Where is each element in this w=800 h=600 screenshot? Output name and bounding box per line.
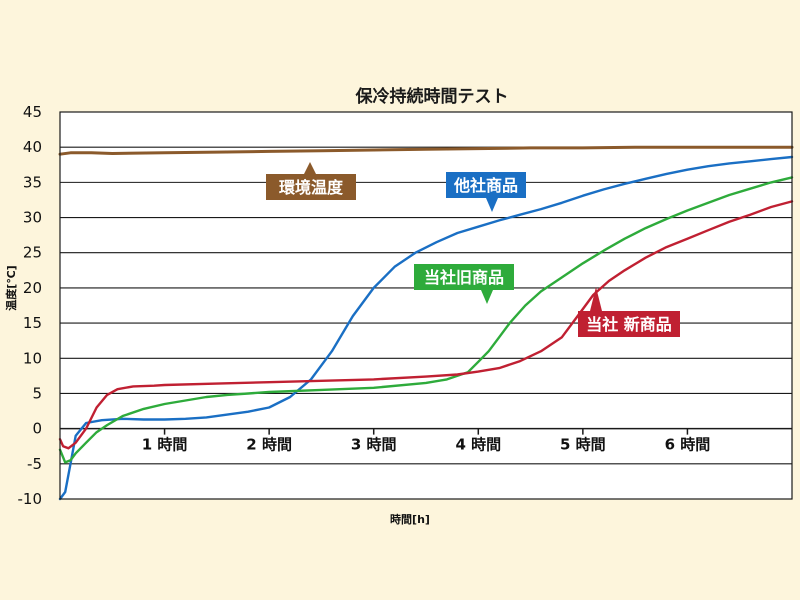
callout-pointer bbox=[481, 290, 493, 304]
series-line bbox=[58, 145, 794, 156]
x-tick-label: 5 時間 bbox=[560, 436, 606, 454]
plot-border bbox=[59, 111, 793, 500]
callout-pointer bbox=[590, 287, 602, 311]
y-tick-label: 15 bbox=[23, 314, 42, 332]
y-axis-label: 温度[℃] bbox=[4, 265, 18, 310]
callout-pointer bbox=[486, 198, 498, 212]
x-tick-label: 3 時間 bbox=[351, 436, 397, 454]
callout-box bbox=[266, 174, 356, 200]
y-tick-label: 45 bbox=[23, 103, 42, 121]
series-line bbox=[58, 176, 794, 464]
callout-label: 他社商品 bbox=[453, 176, 518, 195]
y-tick-label: 5 bbox=[32, 384, 42, 402]
chart-title: 保冷持続時間テスト bbox=[355, 86, 509, 107]
callout-box bbox=[414, 264, 514, 290]
series-callout: 当社旧商品 bbox=[414, 264, 514, 304]
y-tick-label: -5 bbox=[27, 455, 42, 473]
callout-box bbox=[446, 172, 526, 198]
series-callout: 環境温度 bbox=[266, 162, 356, 200]
series-line bbox=[58, 200, 794, 450]
callout-label: 当社旧商品 bbox=[424, 268, 504, 287]
callout-label: 環境温度 bbox=[279, 178, 344, 197]
series-callout: 他社商品 bbox=[446, 172, 526, 212]
x-tick-label: 4 時間 bbox=[455, 436, 501, 454]
y-tick-label: 20 bbox=[23, 279, 42, 297]
callout-pointer bbox=[304, 162, 316, 174]
callout-label: 当社 新商品 bbox=[586, 315, 672, 334]
x-axis-label: 時間[h] bbox=[390, 512, 430, 526]
x-tick-label: 2 時間 bbox=[246, 436, 292, 454]
callout-box bbox=[578, 311, 680, 337]
y-tick-label: 40 bbox=[23, 138, 42, 156]
x-tick-label: 6 時間 bbox=[665, 436, 711, 454]
y-tick-label: 30 bbox=[23, 209, 42, 227]
y-tick-label: 25 bbox=[23, 244, 42, 262]
series-line bbox=[58, 155, 794, 501]
y-tick-label: 10 bbox=[23, 349, 42, 367]
series-callout: 当社 新商品 bbox=[578, 287, 680, 337]
y-tick-label: -10 bbox=[18, 490, 43, 508]
y-tick-label: 35 bbox=[23, 173, 42, 191]
x-tick-label: 1 時間 bbox=[142, 436, 188, 454]
y-tick-label: 0 bbox=[32, 420, 42, 438]
plot-area bbox=[60, 112, 792, 499]
